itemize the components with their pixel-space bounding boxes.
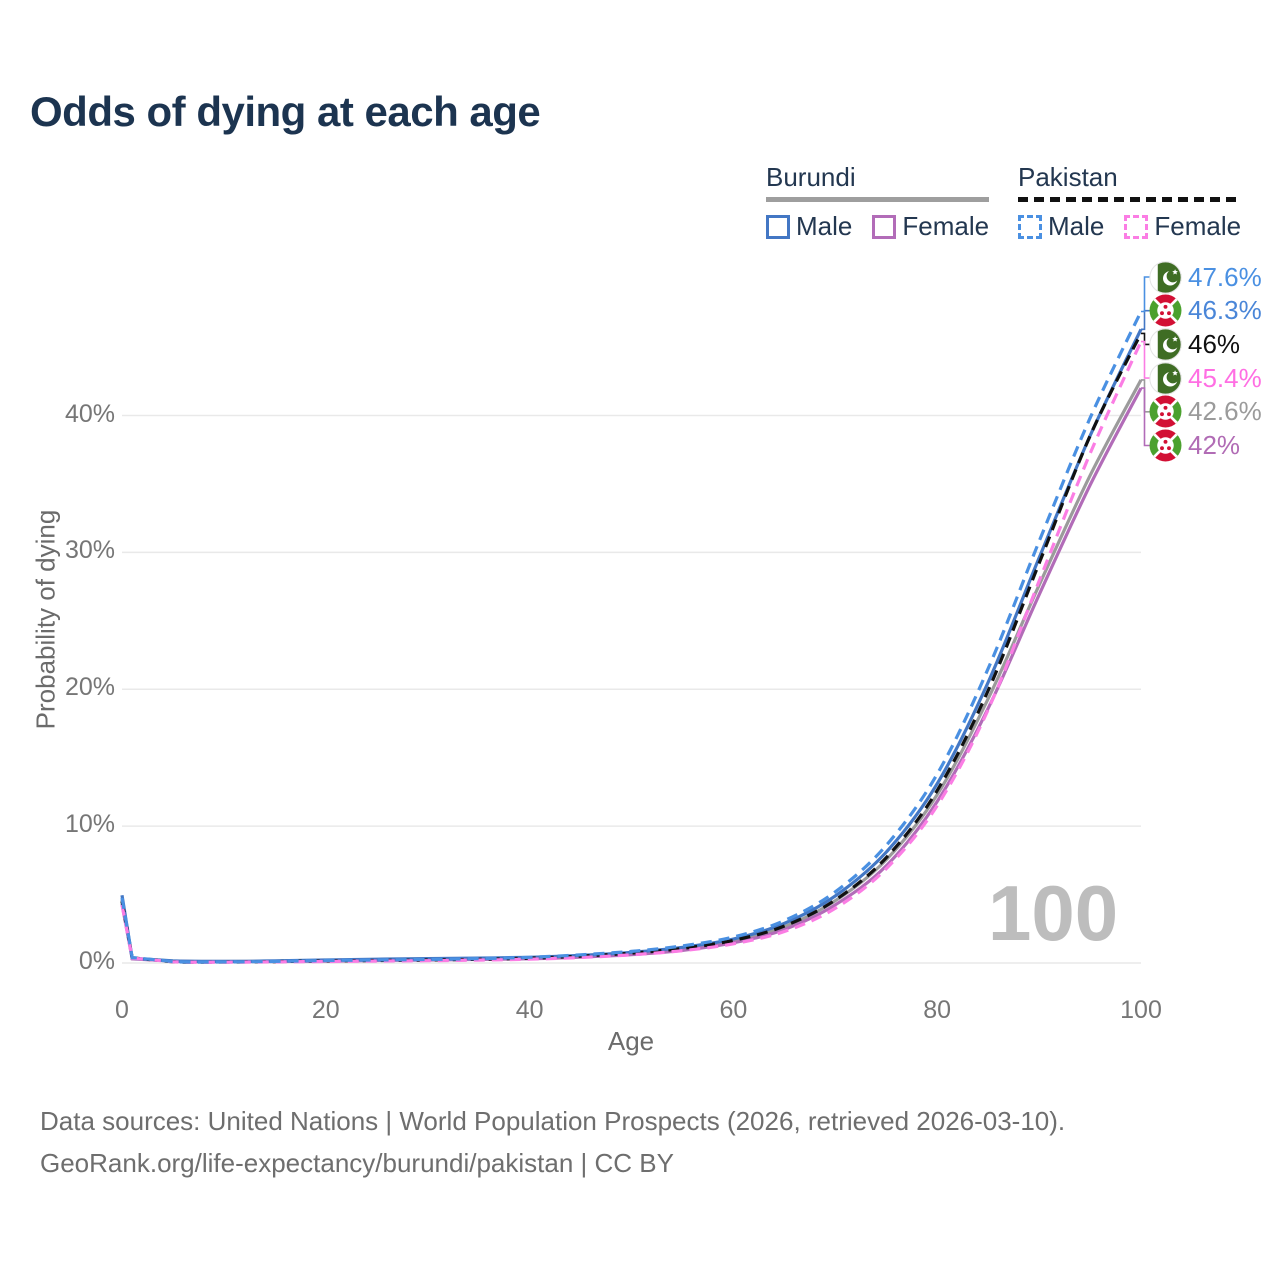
end-label-value: 46% — [1188, 328, 1241, 359]
legend-item-pakistan-male[interactable]: Male — [1018, 211, 1104, 242]
legend-group-linestyle-dashed — [1018, 197, 1242, 202]
y-axis-title: Probability of dying — [30, 509, 61, 730]
source-line-2: GeoRank.org/life-expectancy/burundi/paki… — [40, 1148, 674, 1178]
legend-item-burundi-female[interactable]: Female — [872, 211, 989, 242]
end-label-bu_total: 42.6% — [1149, 395, 1262, 429]
pakistan-flag-icon — [1149, 361, 1182, 395]
y-tick-label: 20% — [64, 673, 115, 702]
legend-item-label: Male — [796, 211, 853, 241]
end-label-bu_male: 46.3% — [1149, 294, 1262, 328]
x-tick-label: 80 — [923, 996, 952, 1024]
legend-item-label: Female — [1154, 211, 1242, 241]
legend-swatch — [766, 214, 790, 239]
legend-item-burundi-male[interactable]: Male — [766, 211, 852, 242]
y-tick-label: 30% — [64, 536, 115, 565]
x-tick-label: 0 — [115, 996, 129, 1024]
x-axis-title: Age — [607, 1026, 655, 1056]
leader-line-pk_male — [1141, 276, 1150, 313]
end-label-value: 42.6% — [1188, 396, 1262, 427]
legend-swatch — [1018, 214, 1042, 239]
leader-line-pk_total — [1141, 332, 1150, 346]
watermark-max-age: 100 — [988, 869, 1119, 957]
legend-group-linestyle-solid — [766, 197, 990, 202]
end-label-pk_male: 47.6% — [1149, 260, 1262, 294]
x-tick-label: 100 — [1120, 996, 1162, 1024]
end-label-value: 47.6% — [1188, 261, 1262, 292]
x-tick-label: 20 — [311, 996, 340, 1024]
chart-title: Odds of dying at each age — [30, 88, 541, 135]
leader-line-pk_female — [1141, 340, 1150, 379]
end-label-value: 42% — [1188, 430, 1241, 460]
y-tick-label: 40% — [64, 399, 115, 428]
legend-group-pakistan: Pakistan Male Female — [1018, 162, 1242, 242]
legend-swatch — [872, 214, 897, 239]
legend-group-title: Burundi — [766, 162, 856, 192]
end-label-value: 46.3% — [1188, 295, 1262, 326]
legend-group-title: Pakistan — [1018, 162, 1118, 192]
legend-item-pakistan-female[interactable]: Female — [1124, 211, 1241, 242]
burundi-flag-icon — [1149, 294, 1182, 327]
end-label-value: 45.4% — [1188, 362, 1262, 393]
leader-line-bu_female — [1141, 387, 1150, 447]
end-label-bu_female: 42% — [1149, 429, 1240, 463]
legend-swatch — [1124, 214, 1149, 239]
legend-item-label: Female — [902, 211, 990, 241]
x-tick-label: 60 — [719, 996, 748, 1024]
burundi-flag-icon — [1149, 395, 1182, 428]
x-tick-label: 40 — [515, 996, 544, 1024]
legend-group-burundi: Burundi Male Female — [766, 162, 990, 242]
series-line-pk_female — [120, 340, 1143, 964]
pakistan-flag-icon — [1149, 328, 1182, 361]
source-line-1: Data sources: United Nations | World Pop… — [40, 1106, 1066, 1136]
leader-line-bu_male — [1141, 309, 1150, 331]
y-tick-label: 0% — [78, 947, 115, 975]
end-label-pk_total: 46% — [1149, 327, 1240, 361]
end-label-pk_female: 45.4% — [1149, 361, 1262, 395]
series-line-pk_male — [120, 310, 1143, 964]
burundi-flag-icon — [1149, 429, 1182, 462]
pakistan-flag-icon — [1149, 260, 1182, 294]
y-tick-label: 10% — [64, 810, 115, 839]
series-line-bu_male — [120, 328, 1143, 964]
legend-item-label: Male — [1048, 211, 1105, 241]
